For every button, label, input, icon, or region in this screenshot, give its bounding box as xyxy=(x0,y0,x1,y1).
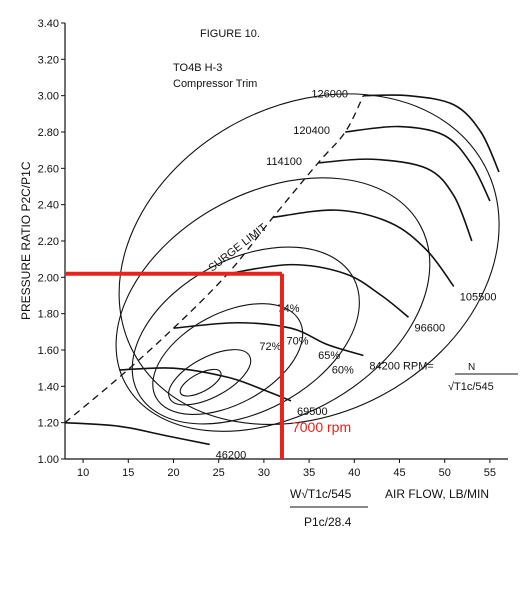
y-tick-label: 1.60 xyxy=(38,345,59,357)
operating-point-label: 7000 rpm xyxy=(292,419,351,435)
efficiency-contour xyxy=(168,349,252,406)
x-tick-label: 25 xyxy=(213,467,225,479)
y-tick-label: 2.60 xyxy=(38,163,59,175)
y-tick-label: 1.20 xyxy=(38,418,59,430)
efficiency-contour xyxy=(179,368,222,397)
speed-line-96600 xyxy=(227,263,410,318)
x-axis-formula-denominator: P1c/28.4 xyxy=(304,515,352,529)
speed-line-46200 xyxy=(64,421,210,446)
x-tick-label: 45 xyxy=(393,467,405,479)
efficiency-label: 72% xyxy=(259,341,281,353)
labels-group: 46200 69500 84200 RPM= 96600 105500 114100 120… xyxy=(216,89,497,462)
speed-line-label: 105500 xyxy=(460,291,497,303)
speed-line-label: 126000 xyxy=(311,89,348,101)
x-tick-label: 50 xyxy=(439,467,451,479)
speed-line-126000 xyxy=(363,94,500,173)
efficiency-label: 65% xyxy=(318,350,340,362)
x-tick-label: 55 xyxy=(484,467,496,479)
speed-line-label: 96600 xyxy=(415,322,446,334)
x-tick-label: 15 xyxy=(122,467,134,479)
y-tick-label: 3.20 xyxy=(38,54,59,66)
x-tick-label: 40 xyxy=(348,467,360,479)
y-tick-label: 1.40 xyxy=(38,381,59,393)
x-tick-label: 30 xyxy=(258,467,270,479)
speed-line-120400 xyxy=(345,125,491,202)
y-tick-label: 1.80 xyxy=(38,309,59,321)
operating-point-group: 7000 rpm xyxy=(65,271,351,459)
speed-line-label: 46200 xyxy=(216,449,247,461)
y-axis-label: PRESSURE RATIO P2C/P1C xyxy=(19,161,33,320)
y-tick-label: 3.40 xyxy=(38,18,59,30)
chart-title-line1: TO4B H-3 xyxy=(173,62,222,74)
x-axis-formula-numerator: W√T1c/545 xyxy=(290,487,352,501)
speed-line-label: 120400 xyxy=(293,125,330,137)
y-tick-label: 2.40 xyxy=(38,200,59,212)
speed-line-105500 xyxy=(272,209,455,287)
axes-group: 1.00 1.20 1.40 1.60 1.80 2.00 2.20 2.40 2.60 2.80… xyxy=(38,18,508,479)
speed-line-label: 84200 RPM= xyxy=(369,360,434,372)
efficiency-contour xyxy=(115,177,431,432)
x-axis-label: AIR FLOW, LB/MIN xyxy=(385,487,489,501)
y-tick-label: 1.00 xyxy=(38,454,59,466)
speed-line-69500 xyxy=(119,367,292,402)
efficiency-contour xyxy=(152,303,304,416)
x-tick-label: 10 xyxy=(77,467,89,479)
chart-title-line2: Compressor Trim xyxy=(173,78,257,90)
efficiency-contour xyxy=(118,93,500,425)
surge-limit-label: SURGE LIMIT xyxy=(206,221,269,274)
y-tick-label: 2.80 xyxy=(38,127,59,139)
speed-formula-denominator: √T1c/545 xyxy=(448,381,494,393)
x-tick-label: 20 xyxy=(167,467,179,479)
speed-line-label: 114100 xyxy=(266,156,302,168)
x-tick-label: 35 xyxy=(303,467,315,479)
speed-lines-group xyxy=(64,94,500,446)
surge-limit-line xyxy=(64,95,364,424)
y-tick-label: 3.00 xyxy=(38,91,59,103)
figure-label: FIGURE 10. xyxy=(200,28,260,40)
surge-limit-group xyxy=(64,95,364,424)
speed-line-84200 xyxy=(173,321,364,357)
y-tick-label: 2.00 xyxy=(38,272,59,284)
efficiency-label: 60% xyxy=(332,365,354,377)
speed-formula-numerator: N xyxy=(468,362,475,373)
efficiency-label: 70% xyxy=(287,336,309,348)
y-tick-label: 2.20 xyxy=(38,236,59,248)
speed-line-label: 69500 xyxy=(297,406,328,418)
speed-line-114100 xyxy=(318,158,473,242)
